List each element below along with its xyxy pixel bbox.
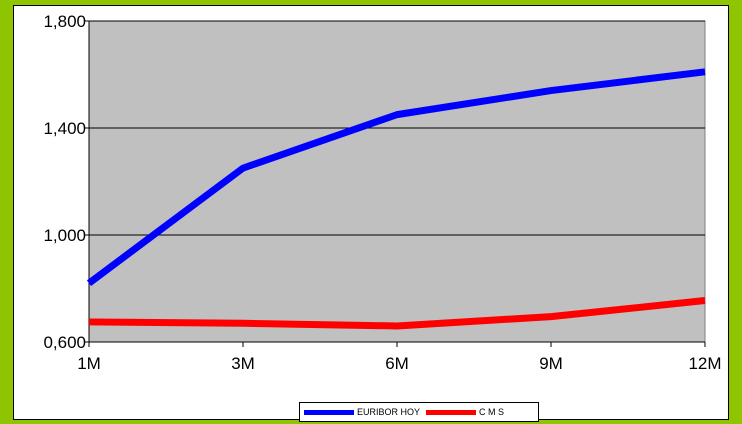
plot-area <box>88 20 706 343</box>
legend-swatch-euribor <box>304 409 354 415</box>
y-tick-label: 1,800 <box>43 12 86 31</box>
legend-swatch-cms <box>426 409 477 415</box>
y-tick-label: 1,000 <box>43 226 86 245</box>
y-tick-label: 1,400 <box>43 119 86 138</box>
x-tick-label: 6M <box>385 354 409 373</box>
chart-frame: 0,600 1,000 1,400 1,800 1M 3M 6M 9M 12M EURIBOR … <box>13 5 729 422</box>
y-tick-label: 0,600 <box>43 333 86 352</box>
series-line-cms <box>88 297 706 330</box>
x-tick-label: 3M <box>231 354 255 373</box>
legend: EURIBOR HOY C M S <box>299 402 539 422</box>
legend-item-cms: C M S <box>426 407 504 417</box>
legend-label-cms: C M S <box>479 407 505 417</box>
x-tick-label: 9M <box>539 354 563 373</box>
line-chart: 0,600 1,000 1,400 1,800 1M 3M 6M 9M 12M <box>43 12 721 373</box>
series-line-euribor <box>86 68 706 286</box>
legend-label-euribor: EURIBOR HOY <box>357 407 421 417</box>
legend-item-euribor: EURIBOR HOY <box>304 407 420 417</box>
x-tick-label: 12M <box>688 354 721 373</box>
x-tick-label: 1M <box>77 354 101 373</box>
